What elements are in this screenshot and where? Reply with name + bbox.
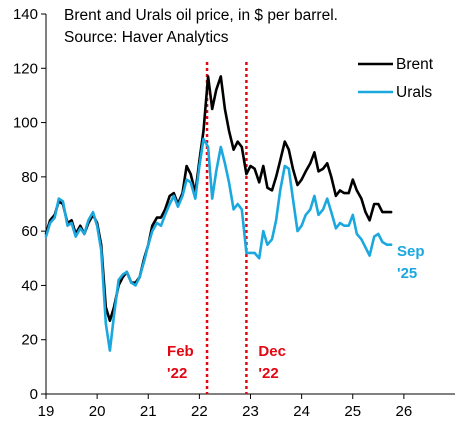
y-tick-label: 60 [21, 223, 38, 240]
x-tick-label: 26 [396, 403, 413, 420]
chart-title-line-1: Brent and Urals oil price, in $ per barr… [64, 7, 338, 24]
legend: Brent Urals [358, 56, 434, 101]
series-line-brent [44, 75, 393, 322]
series-line-urals [44, 137, 393, 352]
chart-title: Brent and Urals oil price, in $ per barr… [64, 7, 338, 46]
chart-title-line-2: Source: Haver Analytics [64, 29, 229, 46]
event-line-label: Dec [258, 343, 286, 360]
x-tick-label: 22 [191, 403, 208, 420]
x-tick-label: 21 [140, 403, 157, 420]
x-tick-label: 19 [38, 403, 55, 420]
legend-label-brent: Brent [396, 56, 434, 73]
event-line-label: Feb [167, 343, 194, 360]
event-lines: Feb '22 Dec '22 [167, 62, 286, 394]
y-tick-label: 20 [21, 332, 38, 349]
end-label-text: '25 [397, 265, 417, 282]
x-tick-label: 20 [89, 403, 106, 420]
x-tick-label: 23 [242, 403, 259, 420]
legend-label-urals: Urals [396, 84, 432, 101]
y-tick-label: 140 [13, 6, 38, 23]
end-label-text: Sep [397, 243, 425, 260]
x-tick-label: 25 [344, 403, 361, 420]
x-tick-label: 24 [293, 403, 310, 420]
series-lines [44, 75, 393, 352]
y-tick-label: 120 [13, 60, 38, 77]
y-tick-label: 80 [21, 169, 38, 186]
event-line-label: '22 [167, 365, 187, 382]
axes: 0 20 40 60 80 100 120 140 19 20 21 22 23 24 25 26 [13, 6, 455, 420]
y-tick-label: 0 [30, 386, 38, 403]
y-tick-label: 100 [13, 115, 38, 132]
y-tick-label: 40 [21, 277, 38, 294]
event-line-label: '22 [258, 365, 278, 382]
end-label: Sep '25 [397, 243, 425, 282]
